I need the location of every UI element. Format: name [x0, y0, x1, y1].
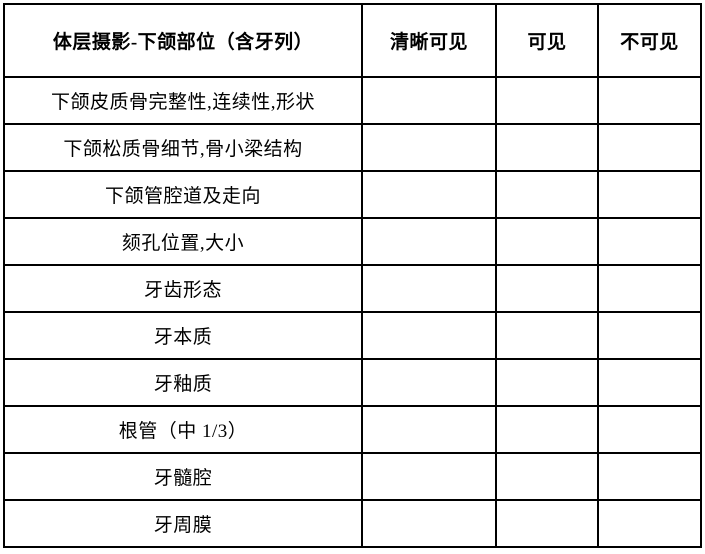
cell-clearly-visible[interactable]: [361, 123, 497, 172]
cell-visible[interactable]: [495, 358, 599, 407]
column-header-clearly-visible: 清晰可见: [361, 3, 497, 78]
visibility-rating-table: 体层摄影-下颌部位（含牙列） 清晰可见 可见 不可见 下颌皮质骨完整性,连续性,…: [3, 3, 702, 548]
table-row: 牙釉质: [3, 358, 702, 407]
row-label: 牙釉质: [3, 358, 363, 407]
cell-not-visible[interactable]: [597, 311, 702, 360]
cell-clearly-visible[interactable]: [361, 311, 497, 360]
cell-not-visible[interactable]: [597, 170, 702, 219]
row-label: 牙髓腔: [3, 452, 363, 501]
cell-not-visible[interactable]: [597, 452, 702, 501]
table-row: 牙髓腔: [3, 452, 702, 501]
cell-not-visible[interactable]: [597, 217, 702, 266]
row-label: 牙齿形态: [3, 264, 363, 313]
row-label: 下颌松质骨细节,骨小梁结构: [3, 123, 363, 172]
table-row: 牙本质: [3, 311, 702, 360]
cell-not-visible[interactable]: [597, 76, 702, 125]
cell-clearly-visible[interactable]: [361, 405, 497, 454]
cell-clearly-visible[interactable]: [361, 264, 497, 313]
cell-not-visible[interactable]: [597, 358, 702, 407]
table-row: 下颌管腔道及走向: [3, 170, 702, 219]
cell-visible[interactable]: [495, 123, 599, 172]
row-label: 下颌管腔道及走向: [3, 170, 363, 219]
table-row: 牙齿形态: [3, 264, 702, 313]
cell-visible[interactable]: [495, 311, 599, 360]
cell-not-visible[interactable]: [597, 405, 702, 454]
cell-clearly-visible[interactable]: [361, 76, 497, 125]
table-row: 颏孔位置,大小: [3, 217, 702, 266]
cell-not-visible[interactable]: [597, 264, 702, 313]
cell-clearly-visible[interactable]: [361, 358, 497, 407]
cell-visible[interactable]: [495, 405, 599, 454]
column-header-not-visible: 不可见: [597, 3, 702, 78]
cell-visible[interactable]: [495, 264, 599, 313]
table-header: 体层摄影-下颌部位（含牙列） 清晰可见 可见 不可见: [3, 3, 702, 78]
cell-visible[interactable]: [495, 76, 599, 125]
table-row: 下颌松质骨细节,骨小梁结构: [3, 123, 702, 172]
header-row: 体层摄影-下颌部位（含牙列） 清晰可见 可见 不可见: [3, 3, 702, 78]
row-label: 颏孔位置,大小: [3, 217, 363, 266]
row-label: 牙本质: [3, 311, 363, 360]
cell-visible[interactable]: [495, 452, 599, 501]
table-row: 下颌皮质骨完整性,连续性,形状: [3, 76, 702, 125]
cell-clearly-visible[interactable]: [361, 217, 497, 266]
cell-visible[interactable]: [495, 217, 599, 266]
cell-not-visible[interactable]: [597, 499, 702, 548]
row-label: 牙周膜: [3, 499, 363, 548]
row-label: 根管（中 1/3）: [3, 405, 363, 454]
cell-clearly-visible[interactable]: [361, 170, 497, 219]
column-header-visible: 可见: [495, 3, 599, 78]
table-title: 体层摄影-下颌部位（含牙列）: [3, 3, 363, 78]
cell-visible[interactable]: [495, 170, 599, 219]
table-row: 牙周膜: [3, 499, 702, 548]
cell-visible[interactable]: [495, 499, 599, 548]
cell-clearly-visible[interactable]: [361, 499, 497, 548]
row-label: 下颌皮质骨完整性,连续性,形状: [3, 76, 363, 125]
cell-not-visible[interactable]: [597, 123, 702, 172]
cell-clearly-visible[interactable]: [361, 452, 497, 501]
table-body: 下颌皮质骨完整性,连续性,形状 下颌松质骨细节,骨小梁结构 下颌管腔道及走向 颏…: [3, 76, 702, 548]
table-row: 根管（中 1/3）: [3, 405, 702, 454]
